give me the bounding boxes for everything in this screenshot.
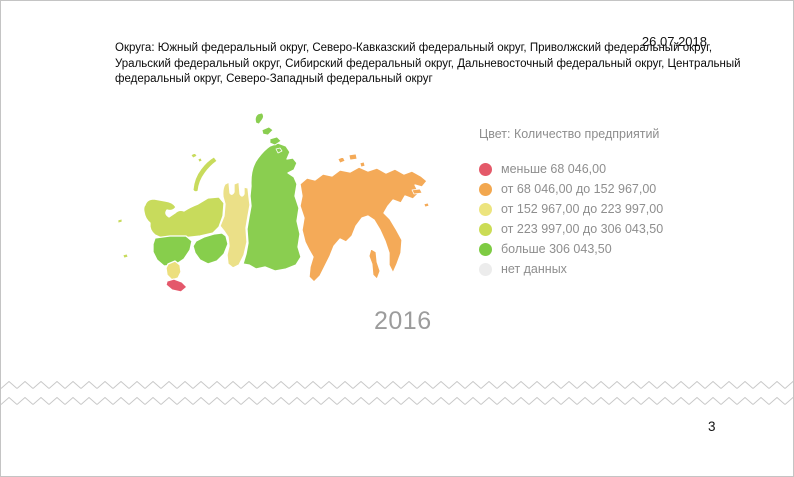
legend-item-label: нет данных [501,262,567,276]
legend-item: от 223 997,00 до 306 043,50 [479,219,663,239]
region-north-caucasus [165,278,188,293]
legend-dot-icon [479,242,492,256]
report-date: 26.07.2018 [641,34,707,49]
island-novosibirsk [337,153,366,168]
region-volga [192,232,229,265]
region-southern [165,260,182,281]
districts-filter-text: Округа: Южный федеральный округ, Северо-… [115,41,741,88]
legend-dot-icon [479,162,492,176]
island-novaya-zemlya [192,156,218,193]
legend-item: больше 306 043,50 [479,239,663,259]
island-franz-josef [190,152,203,163]
region-central [152,235,193,267]
districts-line: Округа: Южный федеральный округ, Северо-… [115,42,713,54]
legend-item-label: от 223 997,00 до 306 043,50 [501,222,664,236]
region-ural [219,181,251,269]
region-far-eastern [299,166,428,283]
legend-dot-icon [479,222,492,236]
districts-line: Уральский федеральный округ, Сибирский ф… [115,57,741,70]
legend-item: нет данных [479,259,663,279]
region-siberian [242,142,302,272]
legend-item: от 152 967,00 до 223 997,00 [479,199,663,219]
legend-item-label: от 152 967,00 до 223 997,00 [501,202,664,216]
region-northwestern [143,196,225,241]
island-kaliningrad [117,218,129,259]
legend-dot-icon [479,202,492,216]
map-legend: Цвет: Количество предприятий меньше 68 0… [479,127,663,279]
legend-item-label: от 68 046,00 до 152 967,00 [501,182,657,196]
page-separator-zigzag [1,381,793,405]
island-severnaya-zemlya [254,112,283,154]
legend-dot-icon [479,182,492,196]
island-wrangel [411,188,430,208]
legend-title: Цвет: Количество предприятий [479,127,660,141]
year-label: 2016 [374,307,432,335]
russia-choropleth-map [117,112,430,293]
legend-item: меньше 68 046,00 [479,159,663,179]
island-sakhalin [368,248,381,280]
districts-line: федеральный округ, Северо-Западный федер… [115,73,433,86]
legend-item-label: больше 306 043,50 [501,242,612,256]
legend-dot-icon [479,262,492,276]
legend-item-label: меньше 68 046,00 [501,162,607,176]
page-number: 3 [708,419,716,434]
legend-item: от 68 046,00 до 152 967,00 [479,179,663,199]
